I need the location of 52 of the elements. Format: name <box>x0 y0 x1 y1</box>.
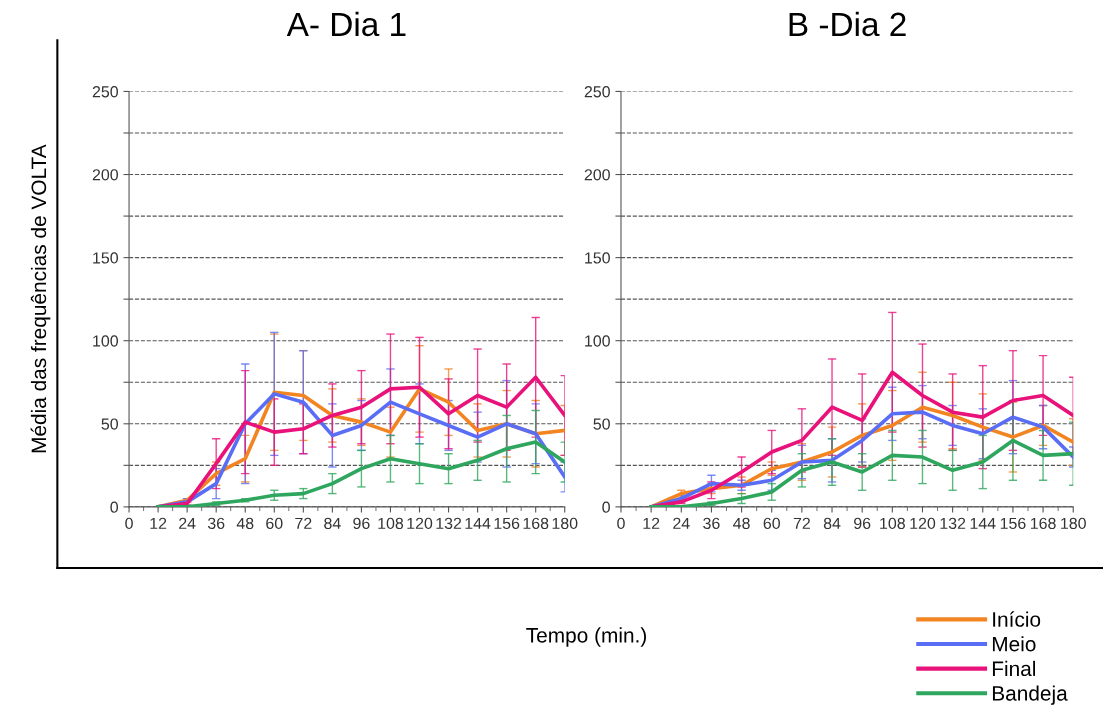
x-tick-label: 180 <box>1061 517 1086 530</box>
x-tick-label: 84 <box>823 517 841 530</box>
x-axis-title: Tempo (min.) <box>526 627 646 647</box>
x-tick-label: 96 <box>854 517 871 530</box>
x-tick-label: 180 <box>552 517 578 530</box>
x-tick-label: 0 <box>125 517 133 530</box>
x-tick-label: 108 <box>378 517 404 530</box>
x-tick-label: 36 <box>703 517 720 530</box>
x-tick-label: 108 <box>880 517 905 530</box>
y-tick-label: 0 <box>602 501 610 513</box>
y-tick-label: 50 <box>101 418 119 430</box>
y-tick-label: 200 <box>92 169 119 181</box>
chart-title: B -Dia 2 <box>789 11 906 37</box>
x-tick-label: 144 <box>465 517 491 529</box>
y-tick-label: 50 <box>593 418 610 430</box>
x-tick-label: 120 <box>407 517 433 530</box>
x-tick-label: 60 <box>266 517 283 530</box>
x-tick-label: 168 <box>1030 517 1056 530</box>
x-tick-label: 72 <box>793 517 810 529</box>
chart-title: A- Dia 1 <box>286 11 406 37</box>
x-tick-label: 96 <box>353 517 370 530</box>
x-tick-label: 72 <box>295 517 312 529</box>
legend-label: Final <box>992 660 1036 677</box>
x-tick-label: 48 <box>236 517 254 530</box>
x-tick-label: 24 <box>179 517 196 529</box>
y-tick-label: 100 <box>93 335 119 347</box>
x-tick-label: 12 <box>150 517 167 529</box>
x-tick-label: 36 <box>207 517 225 530</box>
y-tick-label: 0 <box>110 501 119 513</box>
x-tick-label: 156 <box>494 517 520 530</box>
x-tick-label: 168 <box>523 517 549 530</box>
y-tick-label: 250 <box>584 86 610 98</box>
legend-label: Início <box>993 611 1041 627</box>
y-tick-label: 150 <box>93 252 119 264</box>
x-tick-label: 0 <box>617 517 625 530</box>
x-tick-label: 84 <box>324 517 341 530</box>
x-tick-label: 24 <box>673 517 690 529</box>
x-tick-label: 48 <box>733 517 750 530</box>
y-tick-label: 100 <box>585 335 610 347</box>
x-tick-label: 144 <box>970 517 996 529</box>
legend-label: Meio <box>992 636 1036 652</box>
y-tick-label: 150 <box>585 252 610 264</box>
x-tick-label: 132 <box>436 517 462 530</box>
y-axis-title: Média das frequências de VOLTA <box>30 144 51 453</box>
y-tick-label: 250 <box>92 86 119 98</box>
x-tick-label: 60 <box>763 517 780 530</box>
x-tick-label: 120 <box>910 517 936 530</box>
x-tick-label: 132 <box>940 517 966 530</box>
legend-label: Bandeja <box>992 685 1068 705</box>
x-tick-label: 12 <box>643 517 660 529</box>
y-tick-label: 200 <box>584 169 610 181</box>
x-tick-label: 156 <box>1000 517 1026 530</box>
